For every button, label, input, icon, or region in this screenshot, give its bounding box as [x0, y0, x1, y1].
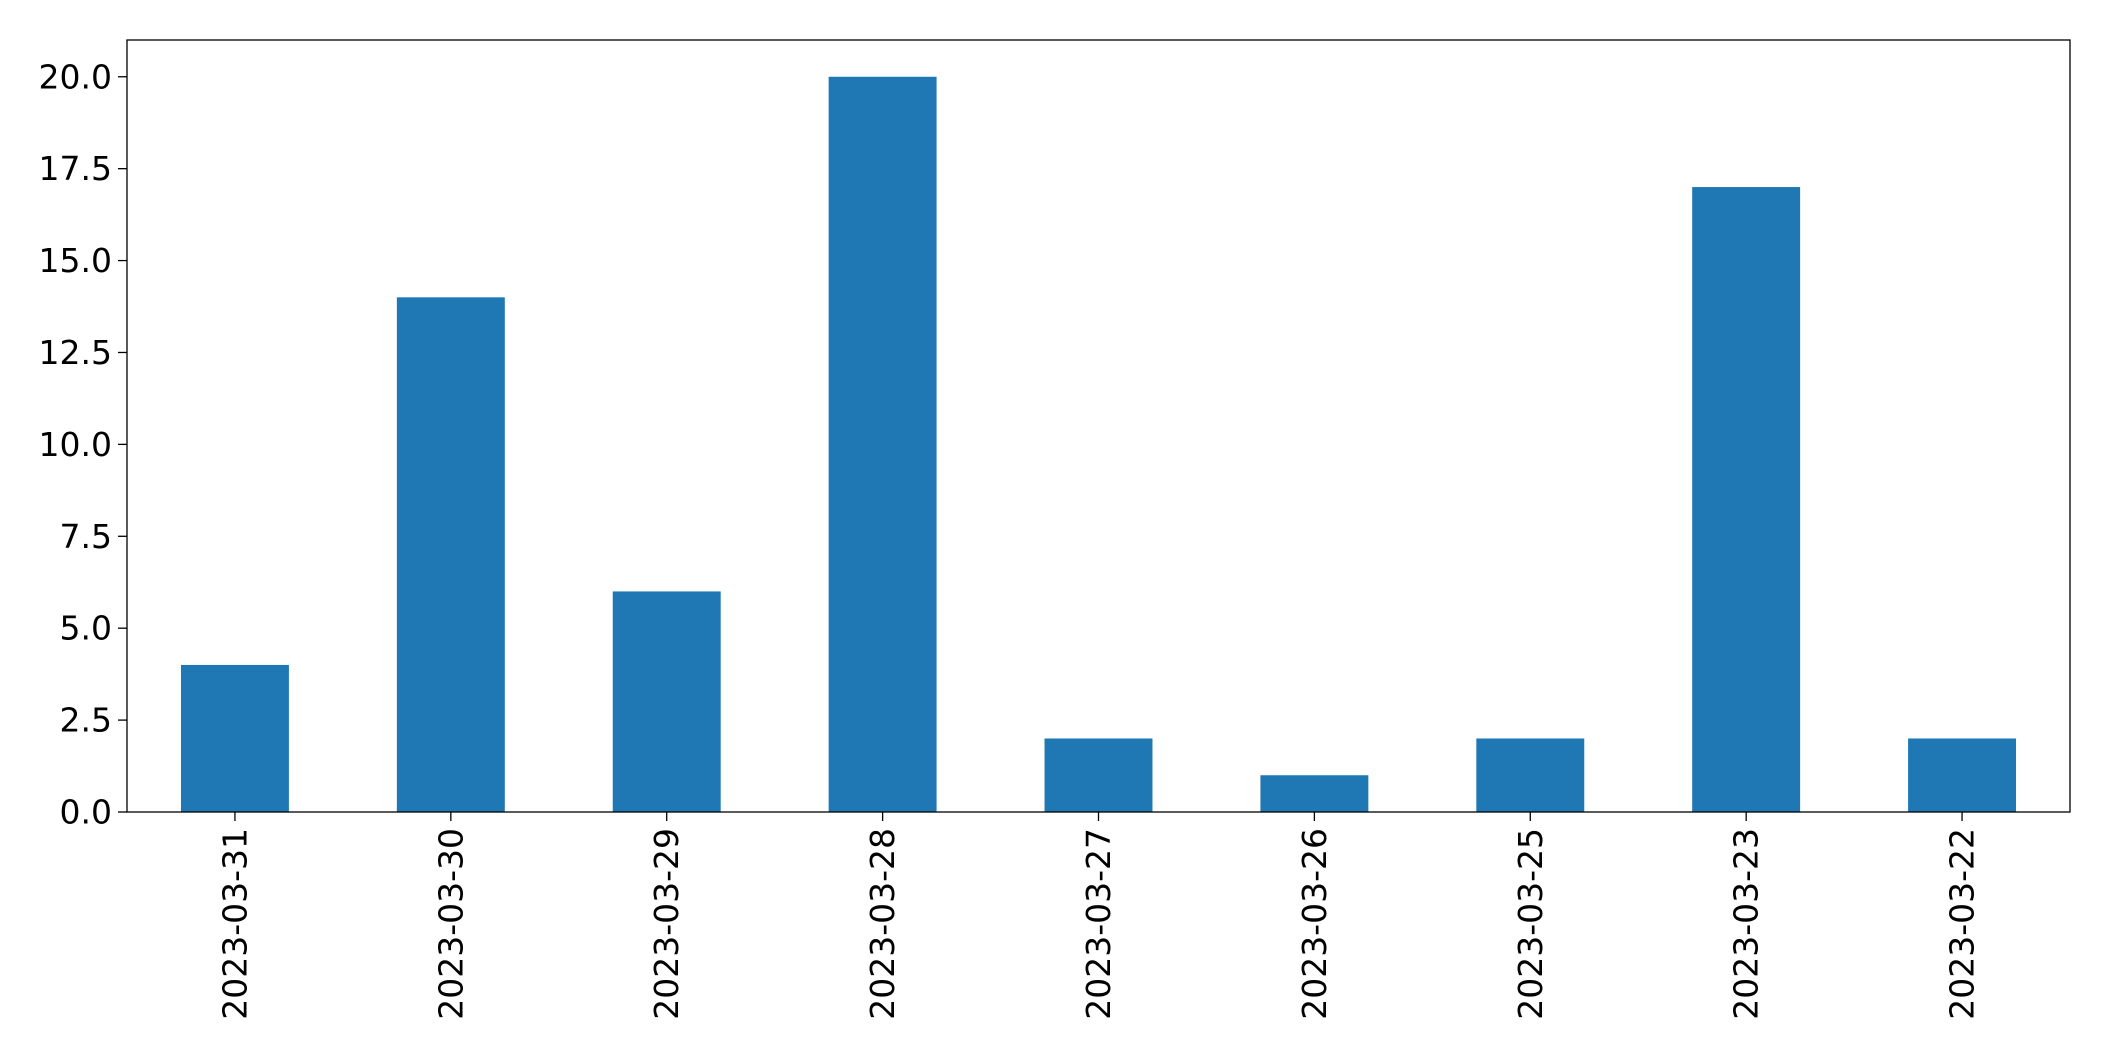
y-tick-label: 12.5	[39, 333, 112, 372]
x-tick-label-2023-03-27: 2023-03-27	[1079, 828, 1118, 1020]
x-tick-label-2023-03-22: 2023-03-22	[1943, 828, 1982, 1020]
x-tick-label-2023-03-29: 2023-03-29	[647, 828, 686, 1020]
bar-2023-03-27	[1044, 738, 1153, 812]
x-tick-label-2023-03-26: 2023-03-26	[1295, 828, 1334, 1020]
y-axis: 0.0 2.5 5.0 7.5 10.0 12.5 15.0 17.5 20.0	[39, 57, 127, 832]
y-tick-label: 20.0	[39, 57, 112, 96]
plot-frame	[126, 39, 2071, 813]
bar-2023-03-22	[1908, 738, 2017, 812]
y-tick-label: 17.5	[39, 149, 112, 188]
x-tick-label-2023-03-28: 2023-03-28	[863, 828, 902, 1020]
y-tick-label: 0.0	[60, 793, 112, 832]
bar-2023-03-30	[396, 297, 505, 813]
bar-2023-03-29	[612, 591, 721, 812]
bar-2023-03-23	[1692, 187, 1801, 813]
x-axis: 2023-03-31 2023-03-30 2023-03-29 2023-03-28…	[215, 812, 1982, 1020]
y-tick-label: 2.5	[60, 701, 112, 740]
y-tick-label: 15.0	[39, 241, 112, 280]
bars-layer	[180, 76, 2017, 813]
x-tick-label-2023-03-23: 2023-03-23	[1727, 828, 1766, 1020]
y-tick-label: 5.0	[60, 609, 112, 648]
bar-2023-03-26	[1260, 775, 1369, 812]
bar-2023-03-25	[1476, 738, 1585, 812]
x-tick-label-2023-03-25: 2023-03-25	[1511, 828, 1550, 1020]
y-tick-label: 10.0	[39, 425, 112, 464]
x-tick-label-2023-03-30: 2023-03-30	[431, 828, 470, 1020]
bar-2023-03-31	[180, 664, 289, 812]
y-tick-label: 7.5	[60, 517, 112, 556]
bar-2023-03-28	[828, 76, 937, 812]
x-tick-label-2023-03-31: 2023-03-31	[215, 828, 254, 1020]
